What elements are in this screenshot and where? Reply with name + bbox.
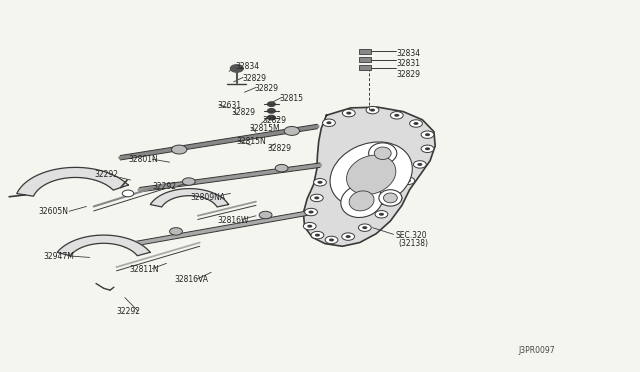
Circle shape <box>170 228 182 235</box>
Circle shape <box>268 115 275 120</box>
Circle shape <box>370 109 375 112</box>
Circle shape <box>410 120 422 127</box>
Circle shape <box>366 106 379 114</box>
Circle shape <box>329 238 334 241</box>
Circle shape <box>390 112 403 119</box>
Bar <box>359 49 371 54</box>
Circle shape <box>315 234 320 237</box>
Circle shape <box>323 119 335 126</box>
Circle shape <box>259 211 272 219</box>
Polygon shape <box>150 189 228 207</box>
Ellipse shape <box>374 147 391 160</box>
Circle shape <box>346 112 351 115</box>
Text: 32292: 32292 <box>152 182 177 191</box>
Circle shape <box>268 102 275 106</box>
Text: 32631: 32631 <box>218 101 242 110</box>
Circle shape <box>413 161 426 168</box>
Text: 32292: 32292 <box>95 170 119 179</box>
Text: 32834: 32834 <box>397 49 421 58</box>
Circle shape <box>268 109 275 113</box>
Text: 32815: 32815 <box>279 94 303 103</box>
Circle shape <box>342 109 355 117</box>
Bar <box>359 65 371 70</box>
Ellipse shape <box>341 184 382 218</box>
Circle shape <box>389 194 402 202</box>
Text: 32829: 32829 <box>397 70 421 79</box>
Text: 32834: 32834 <box>236 62 260 71</box>
Polygon shape <box>303 107 435 246</box>
Bar <box>359 57 371 62</box>
Circle shape <box>413 122 419 125</box>
Ellipse shape <box>383 193 397 203</box>
Circle shape <box>375 211 388 218</box>
Circle shape <box>406 179 411 182</box>
Text: 32829: 32829 <box>232 108 256 117</box>
Text: 32829: 32829 <box>255 84 279 93</box>
Circle shape <box>342 233 355 240</box>
Circle shape <box>314 196 319 199</box>
Circle shape <box>346 235 351 238</box>
Circle shape <box>425 147 430 150</box>
Text: 32816W: 32816W <box>218 216 249 225</box>
Text: 32815N: 32815N <box>237 137 266 146</box>
Circle shape <box>421 131 434 138</box>
Circle shape <box>122 190 134 197</box>
Text: 32815M: 32815M <box>250 124 280 133</box>
Circle shape <box>307 225 312 228</box>
Text: 32816VA: 32816VA <box>174 275 208 284</box>
Circle shape <box>314 179 326 186</box>
Text: 32811N: 32811N <box>129 265 159 274</box>
Text: 32292: 32292 <box>116 307 141 316</box>
Circle shape <box>326 121 332 124</box>
Ellipse shape <box>349 191 374 211</box>
Ellipse shape <box>346 155 396 195</box>
Circle shape <box>284 126 300 135</box>
Text: SEC.320: SEC.320 <box>396 231 427 240</box>
Circle shape <box>317 181 323 184</box>
Circle shape <box>305 208 317 216</box>
Circle shape <box>358 224 371 231</box>
Circle shape <box>421 145 434 153</box>
Circle shape <box>303 222 316 230</box>
Text: 32829: 32829 <box>268 144 292 153</box>
Circle shape <box>394 114 399 117</box>
Circle shape <box>417 163 422 166</box>
Circle shape <box>230 65 243 72</box>
Circle shape <box>172 145 187 154</box>
Text: 32605N: 32605N <box>38 207 68 216</box>
Text: 32947M: 32947M <box>44 252 74 261</box>
Text: 32829: 32829 <box>242 74 266 83</box>
Circle shape <box>379 213 384 216</box>
Circle shape <box>362 226 367 229</box>
Circle shape <box>275 164 288 172</box>
Circle shape <box>182 178 195 185</box>
Polygon shape <box>57 235 150 256</box>
Circle shape <box>425 133 430 136</box>
Ellipse shape <box>330 142 412 208</box>
Text: 32801N: 32801N <box>128 155 157 164</box>
Circle shape <box>311 231 324 239</box>
Polygon shape <box>17 167 128 196</box>
Circle shape <box>308 211 314 214</box>
Circle shape <box>310 194 323 202</box>
Text: 32829: 32829 <box>262 116 287 125</box>
Text: (32138): (32138) <box>398 239 428 248</box>
Circle shape <box>393 196 398 199</box>
Ellipse shape <box>379 190 402 206</box>
Text: 32809NA: 32809NA <box>191 193 226 202</box>
Text: 32831: 32831 <box>397 60 421 68</box>
Text: J3PR0097: J3PR0097 <box>518 346 555 355</box>
Circle shape <box>325 236 338 244</box>
Ellipse shape <box>369 143 397 164</box>
Circle shape <box>402 177 415 185</box>
